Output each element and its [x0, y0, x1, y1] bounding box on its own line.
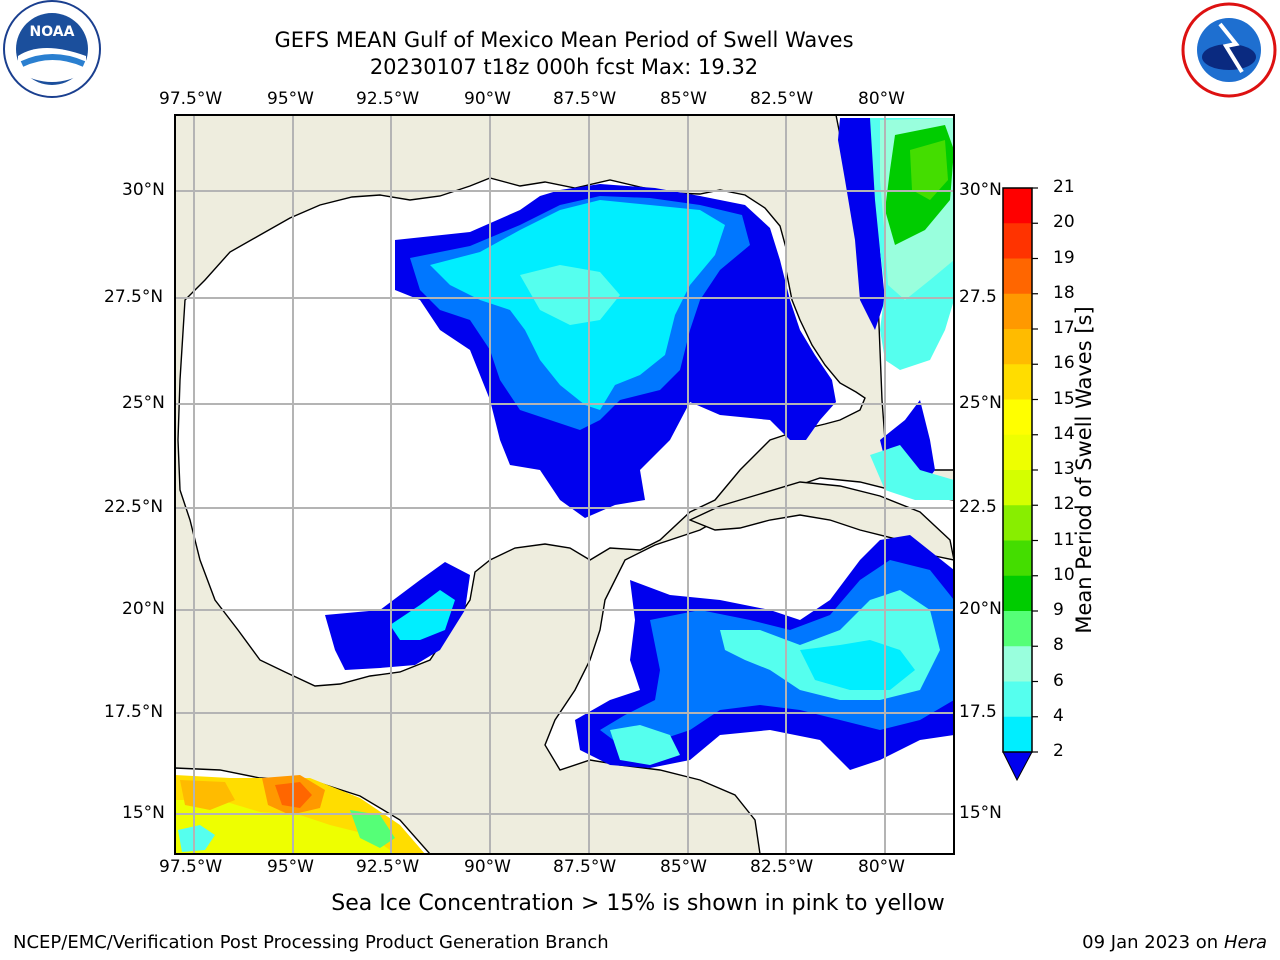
colorbar-bands [1003, 188, 1032, 753]
colorbar-tick-label: 4 [1053, 705, 1064, 726]
lat-label-right: 15°N [959, 803, 1002, 823]
lon-label-top: 97.5°W [159, 89, 223, 109]
lat-label-right: 20°N [959, 599, 1002, 619]
colorbar-band [1003, 329, 1032, 365]
colorbar-band [1003, 611, 1032, 647]
lon-label-top: 80°W [858, 89, 905, 109]
colorbar-tick-label: 21 [1053, 177, 1075, 197]
colorbar-tick-label: 8 [1053, 635, 1064, 656]
lat-label-left: 27.5°N [104, 287, 164, 307]
chart-subtitle: 20230107 t18z 000h fcst Max: 19.32 [369, 55, 759, 79]
lon-label-bottom: 82.5°W [750, 857, 814, 877]
colorbar-band [1003, 293, 1032, 330]
lat-label-left: 30°N [122, 180, 165, 200]
colorbar-band [1003, 540, 1032, 577]
lat-label-right: 22.5 [959, 497, 997, 517]
lat-label-right: 25°N [959, 393, 1002, 413]
lon-label-bottom: 85°W [660, 857, 707, 877]
nws-logo [1181, 2, 1277, 98]
lat-label-right: 30°N [959, 180, 1002, 200]
lon-label-bottom: 90°W [464, 857, 511, 877]
lon-label-top: 90°W [464, 89, 511, 109]
lon-label-bottom: 95°W [267, 857, 314, 877]
colorbar-band [1003, 716, 1032, 753]
lat-label-right: 17.5 [959, 702, 997, 722]
colorbar-band [1003, 646, 1032, 682]
chart-title: GEFS MEAN Gulf of Mexico Mean Period of … [274, 28, 854, 52]
colorbar-tick-label: 15 [1053, 388, 1075, 409]
colorbar-band [1003, 364, 1032, 400]
lon-label-bottom: 97.5°W [159, 857, 223, 877]
noaa-logo: NOAA [3, 0, 101, 98]
colorbar-band [1003, 575, 1032, 612]
graticule [175, 115, 954, 854]
lon-label-bottom: 87.5°W [553, 857, 617, 877]
noaa-logo-text: NOAA [30, 24, 75, 40]
sea-ice-note: Sea Ice Concentration > 15% is shown in … [331, 891, 945, 916]
lon-label-top: 85°W [660, 89, 707, 109]
lat-label-left: 15°N [122, 803, 165, 823]
colorbar-tick-label: 17 [1053, 318, 1075, 338]
colorbar-tick-label: 20 [1053, 212, 1075, 233]
footer-date: 09 Jan 2023 on [1082, 932, 1224, 953]
colorbar-band [1003, 434, 1032, 471]
colorbar-band [1003, 399, 1032, 436]
footer-host: Hera [1223, 932, 1267, 953]
lon-label-top: 87.5°W [553, 89, 617, 109]
lat-label-left: 25°N [122, 393, 165, 413]
colorbar-band [1003, 470, 1032, 506]
lat-label-left: 17.5°N [104, 702, 164, 722]
swell-contours [175, 118, 954, 854]
colorbar-tick-label: 19 [1053, 247, 1075, 268]
lat-label-left: 20°N [122, 599, 165, 619]
colorbar-band [1003, 258, 1032, 295]
colorbar-tick-label: 10 [1053, 564, 1075, 585]
colorbar-tick-label: 13 [1053, 459, 1075, 479]
cuba [688, 481, 954, 561]
colorbar-band [1003, 223, 1032, 259]
colorbar-band [1003, 505, 1032, 541]
lat-label-left: 22.5°N [104, 497, 164, 517]
colorbar-tick-label: 2 [1053, 741, 1064, 761]
colorbar-tick-label: 14 [1053, 423, 1075, 444]
colorbar-title: Mean Period of Swell Waves [s] [1072, 306, 1096, 634]
lon-label-bottom: 80°W [858, 857, 905, 877]
colorbar-tick-label: 11 [1053, 529, 1075, 550]
lon-label-bottom: 92.5°W [356, 857, 420, 877]
footer-left: NCEP/EMC/Verification Post Processing Pr… [13, 932, 609, 953]
colorbar-tick-label: 18 [1053, 282, 1075, 303]
colorbar-extend-arrow [1002, 751, 1033, 782]
colorbar-tick-label: 6 [1053, 670, 1064, 691]
colorbar-band [1003, 681, 1032, 718]
map-frame [174, 114, 955, 855]
colorbar-tick-label: 12 [1053, 494, 1075, 515]
colorbar-tick-label: 16 [1053, 353, 1075, 374]
lon-label-top: 82.5°W [750, 89, 814, 109]
lat-label-right: 27.5 [959, 287, 997, 307]
colorbar [1002, 187, 1038, 782]
footer-right: 09 Jan 2023 on Hera [1082, 932, 1267, 953]
lon-label-top: 92.5°W [356, 89, 420, 109]
lon-label-top: 95°W [267, 89, 314, 109]
colorbar-band [1003, 188, 1032, 224]
colorbar-tick-label: 9 [1053, 600, 1064, 620]
